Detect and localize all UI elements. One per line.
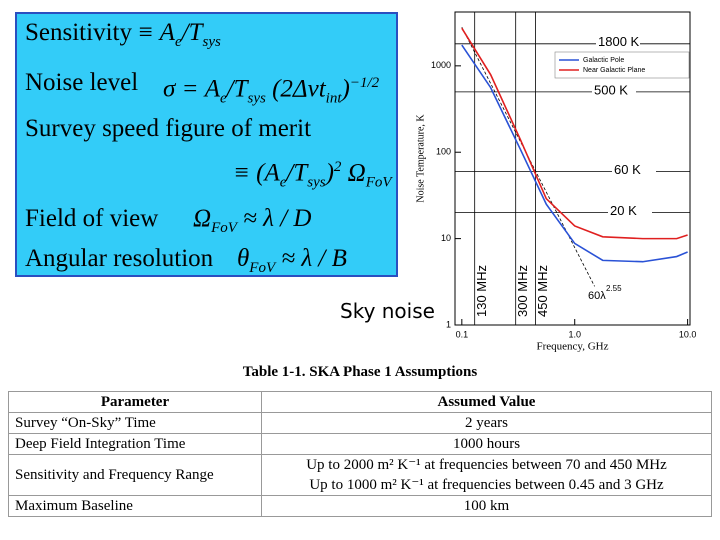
table-row: Deep Field Integration Time 1000 hours xyxy=(8,433,712,455)
formula-part: FoV xyxy=(211,220,237,236)
y-tick-label: 1000 xyxy=(431,60,451,70)
table-header-row: Parameter Assumed Value xyxy=(8,391,712,413)
reference-label: 1800 K xyxy=(598,34,640,49)
formula-part: FoV xyxy=(249,260,276,276)
legend-box xyxy=(554,51,690,79)
formula-part: e xyxy=(219,90,227,107)
legend-label: Near Galactic Plane xyxy=(583,67,645,74)
table-cell: 1000 hours xyxy=(261,433,712,455)
formula-part: e xyxy=(174,34,182,50)
formula-line: Sensitivity ≡ Ae/Tsys xyxy=(25,18,395,54)
formula-part: e xyxy=(279,174,287,191)
formula-part: sys xyxy=(202,34,221,50)
reference-label-bg xyxy=(612,163,656,179)
y-tick-label: 100 xyxy=(436,147,451,157)
reference-label: 60 K xyxy=(614,162,641,177)
formula-part: σ = A xyxy=(163,75,220,103)
formula-part: sys xyxy=(307,174,326,191)
table-cell: Sensitivity and Frequency Range xyxy=(8,454,262,496)
formula: σ = Ae/Tsys (2Δνtint)−1/2 xyxy=(163,68,379,113)
x-tick-label: 0.1 xyxy=(456,329,469,339)
formula-label: Noise level xyxy=(25,69,139,96)
formula-part: /T xyxy=(286,159,308,187)
reference-label: 450 MHz xyxy=(535,265,550,317)
formula-part: ≈ λ / B xyxy=(275,245,347,272)
formula: ≡ Ae/Tsys xyxy=(137,18,221,57)
reference-label-bg xyxy=(608,204,652,220)
table-cell: 100 km xyxy=(261,495,712,517)
formula-part: ) xyxy=(325,159,334,187)
series-line xyxy=(461,27,688,240)
table-row: Survey “On-Sky” Time 2 years xyxy=(8,412,712,434)
formula-part: (2Δνt xyxy=(265,75,326,103)
formula-part: /T xyxy=(181,19,203,46)
formula-part: 2 xyxy=(333,159,342,175)
formula-part: θ xyxy=(237,245,250,272)
formula-line: Survey speed figure of merit xyxy=(25,114,395,150)
formula-part: sys xyxy=(247,90,266,107)
formula-line: Angular resolution θFoV ≈ λ / B xyxy=(25,244,395,280)
plot-frame xyxy=(454,11,691,326)
table-cell: Deep Field Integration Time xyxy=(8,433,262,455)
formula-part: −1/2 xyxy=(349,75,380,91)
y-axis-label: Noise Temperature, K xyxy=(415,114,426,203)
formula-label: Survey speed figure of merit xyxy=(25,115,312,142)
table-header-cell: Parameter xyxy=(8,391,262,413)
table-row: Maximum Baseline 100 km xyxy=(8,495,712,517)
x-tick-label: 10.0 xyxy=(679,329,697,339)
series-line xyxy=(461,44,688,263)
table-cell: 2 years xyxy=(261,412,712,434)
x-tick-label: 1.0 xyxy=(568,329,581,339)
power-law-label: 60λ xyxy=(588,290,606,302)
formula-part: ) xyxy=(341,75,350,103)
legend-label: Galactic Pole xyxy=(583,57,624,64)
formula: ΩFoV ≈ λ / D xyxy=(193,204,311,243)
caption: Sky noise xyxy=(340,299,435,323)
reference-label: 300 MHz xyxy=(515,265,530,317)
formula-part: int xyxy=(325,90,342,107)
table-row: Sensitivity and Frequency Range Up to 200… xyxy=(8,454,712,496)
formula-part: ≡ (A xyxy=(233,159,280,187)
reference-label: 500 K xyxy=(594,82,628,97)
y-tick-label: 1 xyxy=(446,319,451,329)
power-law-exponent: 2.55 xyxy=(606,284,622,293)
formula-part: FoV xyxy=(365,174,392,191)
x-axis-label: Frequency, GHz xyxy=(537,341,609,353)
table: Parameter Assumed Value Survey “On-Sky” Ti… xyxy=(8,391,712,517)
reference-label: 20 K xyxy=(610,203,637,218)
formula-line: Noise level σ = Ae/Tsys (2Δνtint)−1/2 xyxy=(25,68,395,106)
formula-label: Sensitivity xyxy=(25,19,132,46)
table-cell: Maximum Baseline xyxy=(8,495,262,517)
formula-label: Angular resolution xyxy=(25,245,214,272)
equation-box: Sensitivity ≡ Ae/Tsys Noise level σ = Ae/Ts… xyxy=(15,12,398,277)
reference-label-bg xyxy=(592,83,636,99)
formula-part: Ω xyxy=(341,159,366,187)
table-title: Table 1-1. SKA Phase 1 Assumptions xyxy=(242,364,478,380)
formula-line: ≡ (Ae/Tsys)2 ΩFoV xyxy=(25,152,395,190)
reference-label: 130 MHz xyxy=(474,265,489,317)
formula-line: Field of view ΩFoV ≈ λ / D xyxy=(25,204,395,240)
table-header-cell: Assumed Value xyxy=(261,391,712,413)
formula-part: ≈ λ / D xyxy=(236,205,312,232)
formula: θFoV ≈ λ / B xyxy=(237,244,347,283)
formula-part: Ω xyxy=(193,205,212,232)
formula-part: ≡ A xyxy=(137,19,175,46)
formula-label: Field of view xyxy=(25,205,159,232)
formula: ≡ (Ae/Tsys)2 ΩFoV xyxy=(233,152,392,197)
reference-label-bg xyxy=(596,35,640,51)
table-cell: Survey “On-Sky” Time xyxy=(8,412,262,434)
y-tick-label: 10 xyxy=(441,233,451,243)
table-cell: Up to 2000 m² K⁻¹ at frequencies between… xyxy=(261,454,712,496)
formula-part: /T xyxy=(226,75,248,103)
